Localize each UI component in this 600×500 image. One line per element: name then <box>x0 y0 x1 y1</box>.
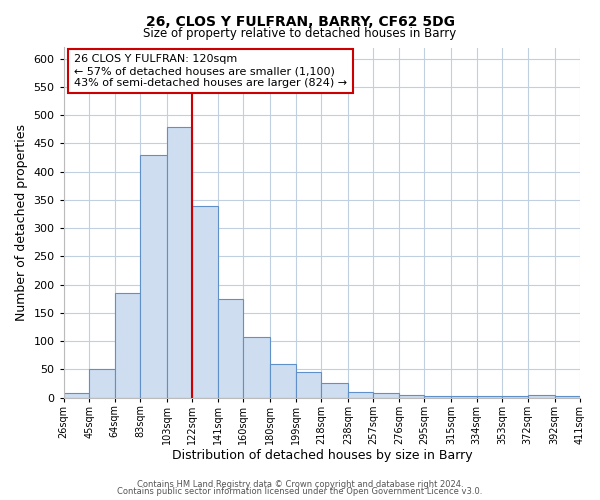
Text: 26, CLOS Y FULFRAN, BARRY, CF62 5DG: 26, CLOS Y FULFRAN, BARRY, CF62 5DG <box>146 15 455 29</box>
Bar <box>477 396 502 398</box>
Bar <box>528 394 554 398</box>
Bar <box>140 155 167 398</box>
X-axis label: Distribution of detached houses by size in Barry: Distribution of detached houses by size … <box>172 450 472 462</box>
Bar <box>451 396 477 398</box>
Bar <box>193 206 218 398</box>
Bar <box>424 396 451 398</box>
Bar <box>64 393 89 398</box>
Y-axis label: Number of detached properties: Number of detached properties <box>15 124 28 321</box>
Bar <box>296 372 321 398</box>
Text: Contains HM Land Registry data © Crown copyright and database right 2024.: Contains HM Land Registry data © Crown c… <box>137 480 463 489</box>
Bar <box>399 394 424 398</box>
Bar <box>348 392 373 398</box>
Bar <box>554 396 580 398</box>
Text: Contains public sector information licensed under the Open Government Licence v3: Contains public sector information licen… <box>118 487 482 496</box>
Bar <box>270 364 296 398</box>
Text: Size of property relative to detached houses in Barry: Size of property relative to detached ho… <box>143 28 457 40</box>
Bar <box>502 396 528 398</box>
Bar <box>167 126 193 398</box>
Bar <box>115 293 140 398</box>
Text: 26 CLOS Y FULFRAN: 120sqm
← 57% of detached houses are smaller (1,100)
43% of se: 26 CLOS Y FULFRAN: 120sqm ← 57% of detac… <box>74 54 347 88</box>
Bar <box>89 370 115 398</box>
Bar <box>244 336 270 398</box>
Bar <box>373 393 399 398</box>
Bar <box>218 298 244 398</box>
Bar <box>321 384 348 398</box>
